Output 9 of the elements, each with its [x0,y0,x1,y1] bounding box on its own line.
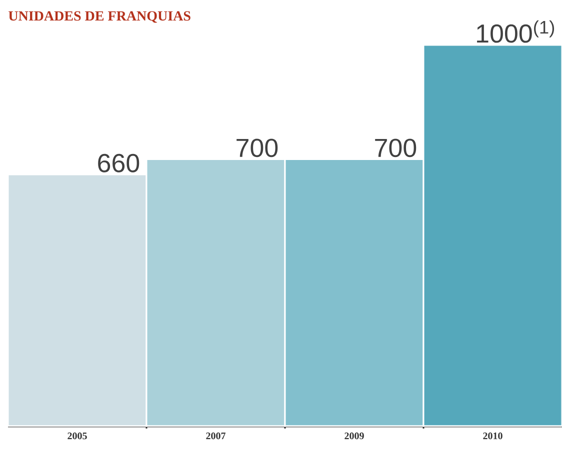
data-label: 700 [236,138,278,158]
data-label: 1000$^{(1)}$ [477,20,554,43]
x-tick-label: 2009 [344,432,364,440]
x-tick-label: 2007 [206,432,226,440]
chart-title: UNIDADES DE FRANQUIAS [8,11,190,23]
x-tick-label: 2005 [68,432,87,440]
x-tick-label: 2010 [483,432,502,440]
data-label: 700 [375,138,416,158]
data-label: 660 [98,154,140,172]
